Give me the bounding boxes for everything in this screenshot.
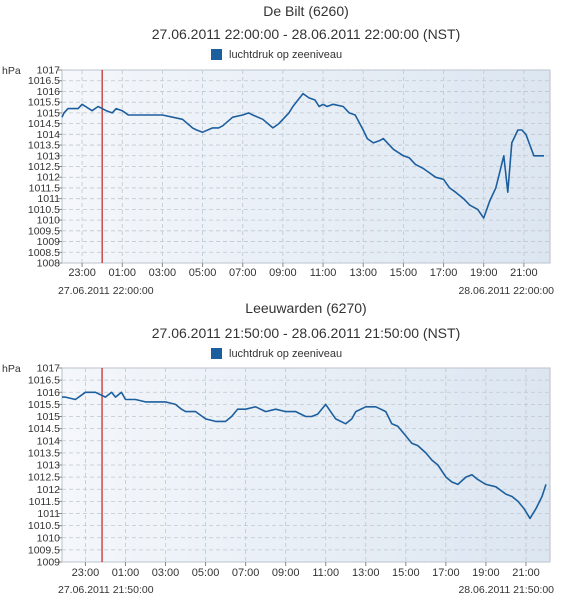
x-tick-label: 11:00	[312, 567, 339, 579]
start-date-label: 27.06.2011 21:50:00	[58, 584, 154, 596]
x-tick-label: 01:00	[108, 267, 136, 279]
chart-title: De Bilt (6260)	[263, 3, 349, 19]
y-axis-unit: hPa	[2, 363, 21, 375]
y-tick-label: 1011.5	[29, 182, 60, 194]
chart-title: Leeuwarden (6270)	[245, 300, 366, 316]
series-line	[62, 391, 547, 520]
end-date-label: 28.06.2011 21:50:00	[458, 584, 554, 596]
x-tick-label: 23:00	[72, 567, 100, 579]
x-tick-label: 11:00	[310, 267, 337, 279]
y-tick-label: 1012	[37, 484, 61, 496]
y-tick-label: 1010	[37, 532, 61, 544]
series-line	[61, 92, 544, 219]
x-tick-label: 03:00	[152, 567, 180, 579]
x-tick-label: 21:00	[512, 567, 540, 579]
y-tick-label: 1015	[37, 411, 61, 423]
x-tick-label: 13:00	[352, 567, 380, 579]
x-tick-label: 05:00	[189, 267, 217, 279]
y-tick-label: 1014	[37, 435, 61, 447]
y-tick-label: 1014.5	[28, 118, 60, 130]
y-tick-label: 1009.5	[28, 225, 60, 237]
y-tick-label: 1013.5	[28, 447, 60, 459]
x-tick-label: 09:00	[269, 267, 297, 279]
legend-swatch	[211, 348, 222, 359]
chart-2: Leeuwarden (6270) 27.06.2011 21:50:00 - 2…	[2, 300, 554, 596]
y-tick-label: 1009	[37, 557, 61, 569]
x-tick-label: 19:00	[470, 267, 498, 279]
x-tick-label: 15:00	[390, 267, 418, 279]
y-tick-label: 1008	[37, 258, 61, 270]
y-tick-label: 1011.5	[29, 496, 60, 508]
y-tick-label: 1012.5	[28, 472, 60, 484]
x-tick-label: 23:00	[68, 267, 96, 279]
y-tick-label: 1013	[37, 460, 61, 472]
y-tick-label: 1015.5	[28, 399, 60, 411]
y-tick-label: 1011	[37, 508, 60, 520]
x-tick-label: 21:00	[510, 267, 538, 279]
legend-label: luchtdruk op zeeniveau	[229, 348, 342, 360]
start-date-label: 27.06.2011 22:00:00	[58, 285, 154, 297]
x-tick-label: 19:00	[472, 567, 500, 579]
chart-1: De Bilt (6260) 27.06.2011 22:00:00 - 28.0…	[2, 3, 554, 297]
y-tick-label: 1014	[37, 129, 61, 141]
y-tick-label: 1009	[37, 236, 61, 248]
y-tick-label: 1016.5	[28, 375, 60, 387]
y-tick-label: 1013.5	[28, 140, 60, 152]
y-tick-label: 1010	[37, 215, 61, 227]
y-tick-label: 1014.5	[28, 423, 60, 435]
x-tick-label: 09:00	[272, 567, 300, 579]
x-tick-label: 13:00	[349, 267, 377, 279]
y-tick-label: 1011	[37, 193, 60, 205]
legend: luchtdruk op zeeniveau	[211, 49, 342, 61]
x-tick-label: 01:00	[112, 567, 140, 579]
end-date-label: 28.06.2011 22:00:00	[458, 285, 554, 297]
y-tick-label: 1016	[37, 387, 61, 399]
y-tick-label: 1016.5	[28, 75, 60, 87]
y-tick-label: 1012	[37, 172, 61, 184]
legend-label: luchtdruk op zeeniveau	[229, 49, 342, 61]
y-tick-label: 1008.5	[28, 247, 60, 259]
y-tick-label: 1010.5	[28, 204, 60, 216]
y-tick-label: 1010.5	[28, 520, 60, 532]
y-tick-label: 1013	[37, 150, 61, 162]
legend: luchtdruk op zeeniveau	[211, 348, 342, 360]
y-tick-label: 1016	[37, 86, 61, 98]
y-tick-label: 1012.5	[28, 161, 60, 173]
x-tick-label: 07:00	[229, 267, 257, 279]
y-tick-label: 1017	[37, 65, 61, 77]
y-tick-label: 1017	[37, 363, 61, 375]
x-tick-label: 15:00	[392, 567, 420, 579]
chart-subtitle: 27.06.2011 22:00:00 - 28.06.2011 22:00:0…	[152, 26, 461, 42]
y-axis-unit: hPa	[2, 65, 21, 77]
y-tick-label: 1015	[37, 107, 61, 119]
y-tick-label: 1009.5	[28, 544, 60, 556]
legend-swatch	[211, 49, 222, 60]
x-tick-label: 17:00	[432, 567, 460, 579]
y-tick-label: 1015.5	[28, 97, 60, 109]
x-tick-label: 07:00	[232, 567, 260, 579]
x-tick-label: 17:00	[430, 267, 458, 279]
chart-subtitle: 27.06.2011 21:50:00 - 28.06.2011 21:50:0…	[152, 325, 461, 341]
x-tick-label: 03:00	[149, 267, 177, 279]
x-tick-label: 05:00	[192, 567, 220, 579]
